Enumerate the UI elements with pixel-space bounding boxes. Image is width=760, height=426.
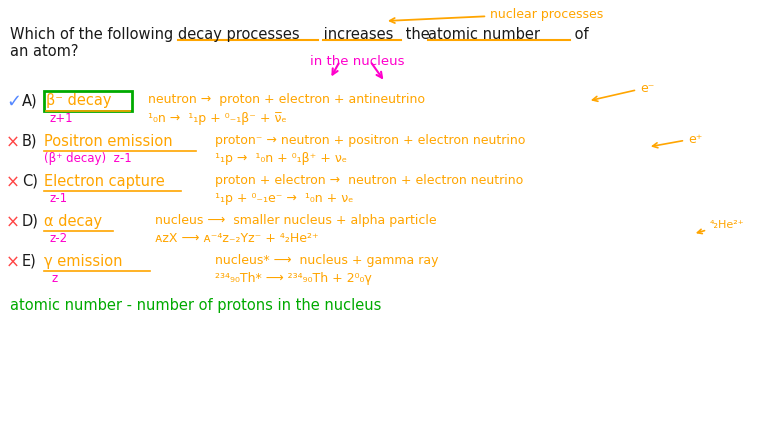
Text: D): D) — [22, 213, 39, 228]
Text: (β⁺ decay)  z-1: (β⁺ decay) z-1 — [44, 152, 131, 164]
Text: z-1: z-1 — [50, 192, 68, 204]
Text: ✓: ✓ — [6, 93, 21, 111]
Text: nucleus ⟶  smaller nucleus + alpha particle: nucleus ⟶ smaller nucleus + alpha partic… — [155, 213, 437, 227]
Text: ×: × — [6, 134, 20, 152]
Text: z-2: z-2 — [50, 231, 68, 245]
Text: Which of the following: Which of the following — [10, 27, 178, 42]
Text: decay processes: decay processes — [178, 27, 299, 42]
Text: z: z — [52, 271, 59, 284]
Text: the: the — [401, 27, 435, 42]
Text: increases: increases — [319, 27, 394, 42]
Text: an atom?: an atom? — [10, 44, 78, 59]
Text: atomic number: atomic number — [428, 27, 540, 42]
Text: proton⁻ → neutron + positron + electron neutrino: proton⁻ → neutron + positron + electron … — [215, 134, 525, 147]
Text: α decay: α decay — [44, 213, 102, 228]
Text: of: of — [570, 27, 589, 42]
Text: C): C) — [22, 173, 38, 189]
Text: z+1: z+1 — [50, 112, 74, 125]
Text: β⁻ decay: β⁻ decay — [46, 93, 112, 108]
Text: nucleus* ⟶  nucleus + gamma ray: nucleus* ⟶ nucleus + gamma ray — [215, 253, 439, 266]
Bar — [44, 92, 132, 112]
Text: e⁻: e⁻ — [593, 82, 654, 102]
Text: ᴀᴢX ⟶ ᴀ⁻⁴ᴢ₋₂Yᴢ⁻ + ⁴₂He²⁺: ᴀᴢX ⟶ ᴀ⁻⁴ᴢ₋₂Yᴢ⁻ + ⁴₂He²⁺ — [155, 231, 318, 245]
Text: nuclear processes: nuclear processes — [390, 8, 603, 24]
Text: in the nucleus: in the nucleus — [310, 55, 404, 68]
Text: neutron →  proton + electron + antineutrino: neutron → proton + electron + antineutri… — [148, 93, 425, 106]
Text: e⁺: e⁺ — [653, 132, 702, 148]
Text: ×: × — [6, 213, 20, 231]
Text: A): A) — [22, 93, 38, 108]
Text: ⁴₂He²⁺: ⁴₂He²⁺ — [698, 219, 745, 234]
Text: ×: × — [6, 253, 20, 271]
Text: Positron emission: Positron emission — [44, 134, 173, 149]
Text: proton + electron →  neutron + electron neutrino: proton + electron → neutron + electron n… — [215, 173, 523, 187]
Text: B): B) — [22, 134, 37, 149]
Text: E): E) — [22, 253, 36, 268]
Text: ¹₁p →  ¹₀n + ⁰₁β⁺ + νₑ: ¹₁p → ¹₀n + ⁰₁β⁺ + νₑ — [215, 152, 347, 164]
Text: Electron capture: Electron capture — [44, 173, 165, 189]
Text: γ emission: γ emission — [44, 253, 122, 268]
Text: atomic number - number of protons in the nucleus: atomic number - number of protons in the… — [10, 297, 382, 312]
Text: ¹₀n →  ¹₁p + ⁰₋₁β⁻ + ν̅ₑ: ¹₀n → ¹₁p + ⁰₋₁β⁻ + ν̅ₑ — [148, 112, 287, 125]
Text: ²³⁴₉₀Th* ⟶ ²³⁴₉₀Th + 2⁰₀γ: ²³⁴₉₀Th* ⟶ ²³⁴₉₀Th + 2⁰₀γ — [215, 271, 372, 284]
Text: ×: × — [6, 173, 20, 192]
Text: ¹₁p + ⁰₋₁e⁻ →  ¹₀n + νₑ: ¹₁p + ⁰₋₁e⁻ → ¹₀n + νₑ — [215, 192, 353, 204]
